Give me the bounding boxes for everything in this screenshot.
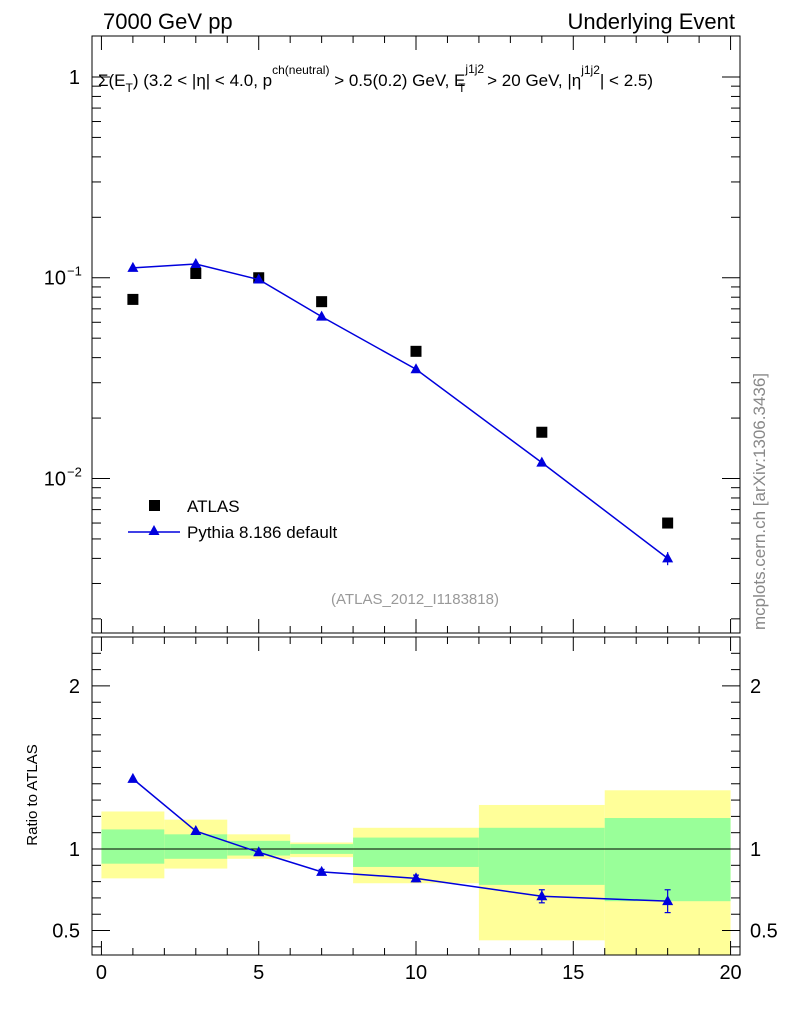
plot-title: Σ(ET) (3.2 < |η| < 4.0, pch(neutral) > 0… <box>98 62 653 95</box>
ratio-ylabel: Ratio to ATLAS <box>24 744 41 845</box>
x-tick-label: 15 <box>562 962 584 984</box>
band-inner-5 <box>478 827 605 885</box>
ratio-y-tick-label-right: 1 <box>750 839 761 861</box>
pythia-point <box>127 261 139 272</box>
legend-marker-atlas <box>149 500 160 511</box>
header-right: Underlying Event <box>567 9 735 34</box>
ratio-pythia-point <box>410 872 422 883</box>
y-tick-label-exponent: −1 <box>67 264 82 279</box>
x-tick-label: 20 <box>719 962 741 984</box>
x-tick-label: 5 <box>253 962 264 984</box>
pythia-point <box>410 363 422 374</box>
pythia-point <box>316 310 328 321</box>
legend-label-atlas: ATLAS <box>187 497 240 516</box>
band-inner-4 <box>353 837 479 867</box>
legend-marker-pythia <box>148 525 160 535</box>
y-tick-label-exponent: −2 <box>67 465 82 480</box>
x-tick-label: 10 <box>405 962 427 984</box>
ratio-plot-area: 0 5 10 15 20 0.5 0.5 1 1 2 2 <box>52 636 778 984</box>
ratio-y-tick-label-right: 0.5 <box>750 921 778 943</box>
atlas-point <box>190 267 202 279</box>
ratio-y-tick-label-left: 1 <box>69 839 80 861</box>
analysis-annotation: (ATLAS_2012_I1183818) <box>331 591 499 608</box>
x-tick-label: 0 <box>96 962 107 984</box>
legend: ATLAS Pythia 8.186 default <box>128 497 338 542</box>
atlas-point <box>662 517 674 529</box>
y-tick-label: 10 <box>44 268 66 290</box>
band-inner-6 <box>604 818 731 902</box>
ratio-pythia-point <box>536 890 548 901</box>
main-plot-area: 110−110−2 <box>44 35 741 634</box>
ratio-pythia-point <box>190 825 202 836</box>
ratio-pythia-point <box>127 772 139 783</box>
atlas-point <box>127 293 139 305</box>
atlas-point <box>316 296 328 308</box>
legend-label-pythia: Pythia 8.186 default <box>187 523 338 542</box>
pythia-point <box>536 456 548 467</box>
atlas-point <box>410 345 422 357</box>
ratio-y-tick-label-left: 2 <box>69 676 80 698</box>
main-frame <box>91 35 741 634</box>
ratio-y-tick-label-left: 0.5 <box>52 921 80 943</box>
y-tick-label: 10 <box>44 469 66 491</box>
ratio-y-tick-label-right: 2 <box>750 676 761 698</box>
atlas-point <box>536 426 548 438</box>
ratio-pythia-point <box>253 846 265 857</box>
ratio-pythia-point <box>316 865 328 876</box>
side-label: mcplots.cern.ch [arXiv:1306.3436] <box>750 373 769 630</box>
pythia-point <box>190 258 202 269</box>
header-left: 7000 GeV pp <box>103 9 233 34</box>
y-tick-label: 1 <box>69 67 80 89</box>
band-inner-0 <box>101 829 165 864</box>
pythia-point <box>662 552 674 563</box>
pythia-point <box>253 273 265 284</box>
ratio-pythia-point <box>662 895 674 906</box>
